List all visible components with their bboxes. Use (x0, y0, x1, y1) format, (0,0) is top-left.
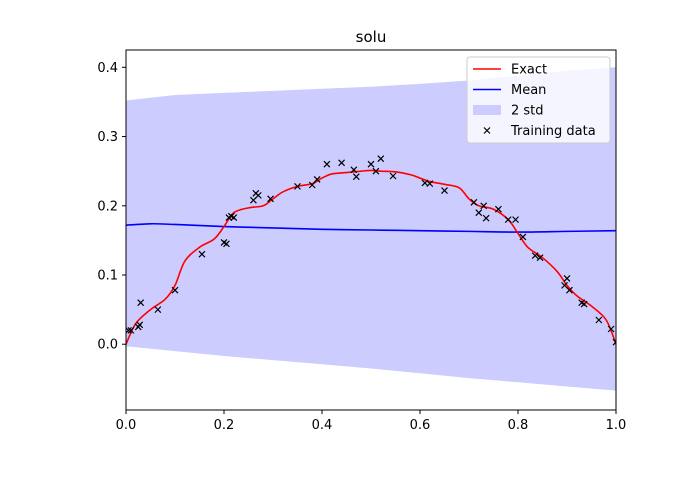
data-point (254, 191, 262, 199)
y-tick-label: 0.3 (97, 130, 118, 145)
data-point (426, 180, 434, 188)
legend-label: Training data (510, 124, 596, 139)
data-point (580, 300, 588, 308)
x-tick-label: 0.8 (508, 418, 529, 433)
data-point (154, 306, 162, 314)
data-point (352, 173, 360, 181)
data-point (171, 286, 179, 294)
legend-label: Mean (511, 83, 546, 98)
data-point (566, 286, 573, 294)
data-point (267, 195, 274, 203)
data-point (350, 166, 358, 174)
data-point (372, 167, 380, 175)
data-point (494, 205, 502, 213)
series-line-exact (126, 169, 616, 345)
data-point (338, 159, 346, 167)
legend-label: 2 std (511, 104, 544, 119)
y-tick-label: 0.4 (97, 61, 118, 76)
data-point (389, 172, 397, 180)
data-point (531, 252, 539, 260)
legend-handle-band (473, 105, 501, 115)
data-point (441, 187, 448, 194)
data-point (512, 216, 519, 224)
data-point (223, 240, 230, 248)
data-point (480, 202, 488, 210)
data-point (519, 233, 527, 241)
data-point (612, 338, 616, 346)
y-tick-label: 0.1 (97, 269, 118, 284)
data-point (377, 155, 385, 163)
data-point (198, 250, 206, 258)
data-point (313, 176, 321, 183)
axes-frame (125, 49, 617, 411)
data-point (308, 181, 316, 189)
x-tick-label: 0.0 (116, 418, 137, 433)
data-point (475, 209, 483, 217)
data-point (136, 321, 144, 329)
legend-handle-scatter (483, 127, 491, 134)
data-point (230, 214, 238, 221)
x-tick-label: 0.4 (312, 418, 333, 433)
series-band-2std (126, 67, 616, 391)
data-point (482, 214, 490, 222)
data-point (470, 198, 478, 206)
data-point (127, 326, 135, 334)
series-line-mean (126, 222, 616, 233)
chart-title: solu (356, 28, 387, 46)
data-point (536, 254, 544, 262)
data-point (367, 160, 375, 168)
x-tick-label: 0.2 (214, 418, 235, 433)
legend-label: Exact (511, 63, 547, 78)
x-tick-label: 1.0 (606, 418, 627, 433)
legend: Exact Mean 2 std Training data (466, 56, 611, 144)
y-tick-label: 0.0 (97, 338, 118, 353)
data-point (137, 299, 145, 307)
data-point (504, 216, 512, 224)
legend-box (466, 56, 611, 144)
data-point (563, 275, 571, 282)
series-scatter-training-data (126, 155, 616, 346)
x-tick-label: 0.6 (410, 418, 431, 433)
y-tick-label: 0.2 (97, 199, 118, 214)
data-point (294, 182, 301, 190)
data-point (595, 316, 603, 324)
data-point (607, 325, 615, 333)
data-point (323, 160, 331, 168)
